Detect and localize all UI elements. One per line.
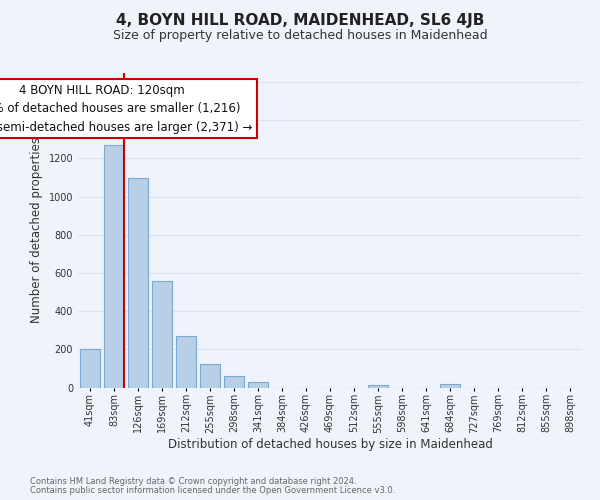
Bar (152, 280, 172, 388)
Bar (200, 364, 220, 388)
Text: Contains HM Land Registry data © Crown copyright and database right 2024.: Contains HM Land Registry data © Crown c… (30, 477, 356, 486)
Bar (128, 178, 148, 388)
Bar (368, 384, 388, 388)
Text: 4, BOYN HILL ROAD, MAIDENHEAD, SL6 4JB: 4, BOYN HILL ROAD, MAIDENHEAD, SL6 4JB (116, 12, 484, 28)
Bar (176, 336, 196, 388)
X-axis label: Distribution of detached houses by size in Maidenhead: Distribution of detached houses by size … (167, 438, 493, 451)
Text: Size of property relative to detached houses in Maidenhead: Size of property relative to detached ho… (113, 28, 487, 42)
Bar (440, 384, 460, 388)
Bar (248, 382, 268, 388)
Bar (224, 376, 244, 388)
Text: Contains public sector information licensed under the Open Government Licence v3: Contains public sector information licen… (30, 486, 395, 495)
Text: 4 BOYN HILL ROAD: 120sqm
← 34% of detached houses are smaller (1,216)
66% of sem: 4 BOYN HILL ROAD: 120sqm ← 34% of detach… (0, 84, 252, 134)
Y-axis label: Number of detached properties: Number of detached properties (30, 137, 43, 323)
Bar (104, 145, 124, 388)
Bar (80, 350, 100, 388)
